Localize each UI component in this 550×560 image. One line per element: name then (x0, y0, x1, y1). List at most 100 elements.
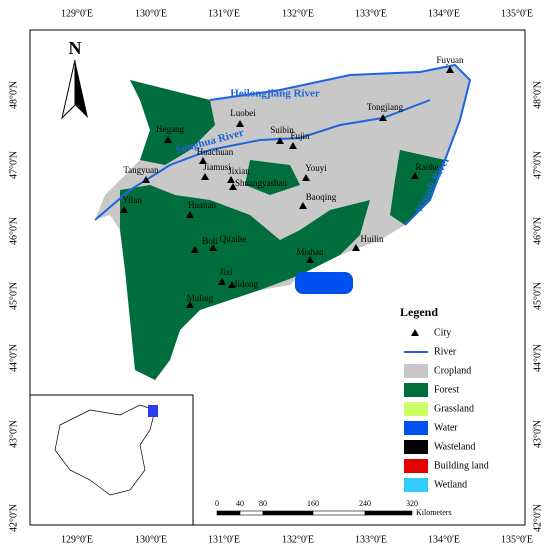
city-marker (218, 278, 226, 285)
city-label: Jixian (228, 166, 250, 176)
city-label: Hegang (156, 124, 184, 134)
lat-label: 47°0'N (8, 151, 19, 179)
city-label: Raohe (416, 162, 439, 172)
city-label: Tangyuan (123, 165, 159, 175)
city-label: Muling (187, 293, 214, 303)
forest-areas (120, 80, 445, 380)
scale-segment (216, 510, 241, 516)
legend-label: Water (434, 422, 458, 433)
city-label: Mishan (297, 247, 325, 257)
legend-label: River (434, 346, 457, 357)
scale-label: 320 (406, 499, 418, 508)
lon-label: 131°0'E (208, 8, 240, 19)
legend-swatch (404, 383, 428, 397)
city-label: Jidong (234, 279, 259, 289)
lon-label: 130°0'E (135, 8, 167, 19)
legend-symbol (411, 329, 419, 336)
lon-label: 129°0'E (61, 534, 93, 545)
city-label: Huachuan (197, 147, 234, 157)
legend-title: Legend (400, 305, 438, 319)
scale-label: 0 (215, 499, 219, 508)
lon-label: 133°0'E (355, 534, 387, 545)
lat-label: 46°0'N (532, 217, 543, 245)
city-marker (186, 301, 194, 308)
city-label: Tongjiang (367, 102, 404, 112)
city-label: Fujin (290, 131, 310, 141)
river-label: Heilongjiang River (230, 88, 320, 100)
city-marker (446, 66, 454, 73)
city-marker (209, 244, 217, 251)
scale-segment (364, 510, 413, 516)
city-label: Boli (202, 236, 218, 246)
scale-unit: Kilometers (416, 508, 452, 517)
city-marker (299, 202, 307, 209)
lat-label: 47°0'N (532, 151, 543, 179)
lon-label: 132°0'E (282, 534, 314, 545)
city-marker (199, 157, 207, 164)
scale-label: 240 (359, 499, 371, 508)
city-marker (289, 142, 297, 149)
inset-map (29, 394, 194, 526)
city-label: Jixi (219, 267, 233, 277)
city-label: Huilin (360, 234, 384, 244)
city-marker (142, 176, 150, 183)
legend-label: Wasteland (434, 441, 475, 452)
city-marker (164, 136, 172, 143)
lon-label: 134°0'E (428, 534, 460, 545)
city-label: Qitaihe (220, 234, 247, 244)
legend-swatch (404, 402, 428, 416)
legend-label: Building land (434, 460, 489, 471)
city-marker (306, 256, 314, 263)
city-marker (352, 244, 360, 251)
city-marker (201, 173, 209, 180)
lake (295, 272, 353, 294)
legend-label: Grassland (434, 403, 474, 414)
lat-label: 44°0'N (532, 344, 543, 372)
legend-label: Wetland (434, 479, 467, 490)
lat-label: 45°0'N (8, 282, 19, 310)
lat-label: 48°0'N (532, 81, 543, 109)
city-label: Baoqing (306, 192, 337, 202)
lat-label: 46°0'N (8, 217, 19, 245)
lat-label: 42°0'N (532, 504, 543, 532)
scale-segment (239, 510, 264, 516)
lat-label: 48°0'N (8, 81, 19, 109)
legend-swatch (404, 440, 428, 454)
north-label: N (69, 38, 82, 58)
lat-label: 42°0'N (8, 504, 19, 532)
city-marker (186, 211, 194, 218)
city-label: Jiamusi (203, 162, 231, 172)
lon-label: 135°0'E (501, 534, 533, 545)
lon-label: 131°0'E (208, 534, 240, 545)
city-marker (227, 176, 235, 183)
scale-segment (312, 510, 366, 516)
lon-label: 135°0'E (501, 8, 533, 19)
lon-label: 134°0'E (428, 8, 460, 19)
city-label: Fuyuan (437, 55, 465, 65)
scale-label: 80 (259, 499, 267, 508)
scale-label: 160 (307, 499, 319, 508)
lon-label: 132°0'E (282, 8, 314, 19)
lat-label: 43°0'N (8, 420, 19, 448)
lat-label: 44°0'N (8, 344, 19, 372)
city-marker (302, 174, 310, 181)
city-label: Youyi (305, 163, 327, 173)
city-marker (236, 120, 244, 127)
city-label: Shuangyashan (235, 178, 287, 188)
scale-label: 40 (236, 499, 244, 508)
city-marker (229, 183, 237, 190)
lon-label: 133°0'E (355, 8, 387, 19)
city-marker (191, 246, 199, 253)
city-label: Luobei (230, 108, 256, 118)
city-marker (228, 281, 236, 288)
city-label: Huanan (188, 200, 216, 210)
lon-label: 129°0'E (61, 8, 93, 19)
city-label: Suibin (270, 125, 294, 135)
city-label: Yilan (122, 195, 142, 205)
city-marker (411, 172, 419, 179)
city-marker (120, 206, 128, 213)
legend-label: Forest (434, 384, 459, 395)
legend-swatch (404, 459, 428, 473)
city-marker (379, 114, 387, 121)
